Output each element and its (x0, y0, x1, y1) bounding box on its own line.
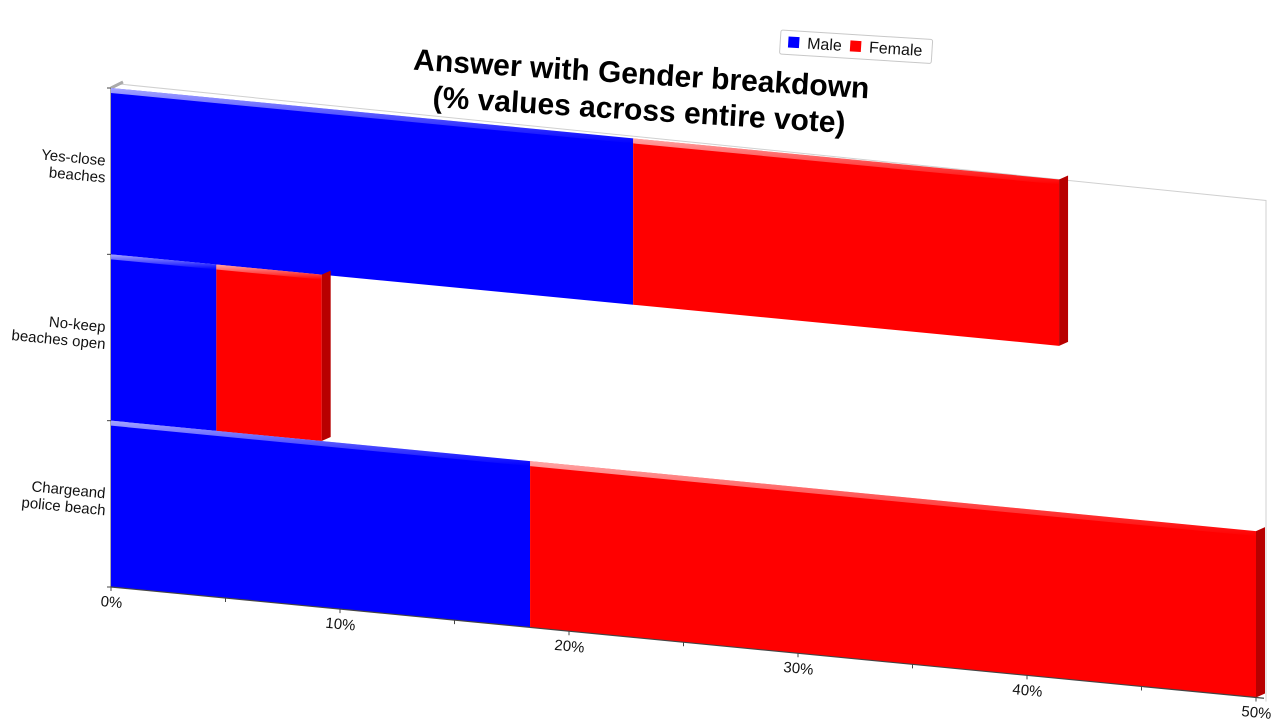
bar-female-0-highlight (633, 138, 1060, 185)
bar-male-1 (111, 254, 217, 431)
bar-female-0-end-face (1059, 175, 1069, 346)
x-axis-line (110, 586, 1265, 699)
bar-female-1 (216, 264, 322, 441)
plot-corner-edge (110, 80, 124, 90)
bars-group (111, 88, 1265, 698)
bar-female-1-end-face (321, 270, 331, 441)
plot-back-wall (118, 83, 1267, 702)
bar-male-2 (111, 420, 531, 628)
bar-male-1-highlight (111, 254, 217, 270)
legend: Male Female (779, 29, 934, 64)
y-category-label: Yes-close (40, 147, 106, 170)
y-category-label: beaches (48, 164, 106, 186)
x-tick-label: 50% (1241, 703, 1273, 720)
legend-swatch-female (849, 40, 862, 53)
x-tick-label: 20% (554, 637, 586, 657)
x-tick-label: 10% (325, 615, 357, 635)
legend-label-male: Male (807, 36, 843, 55)
bar-female-0 (633, 138, 1060, 346)
x-tick-label: 30% (783, 659, 815, 679)
y-category-label: No-keep (48, 314, 106, 336)
x-tick-label: 40% (1012, 681, 1044, 701)
legend-label-female: Female (869, 40, 923, 60)
bar-female-2-end-face (1256, 527, 1265, 698)
bar-female-1-highlight (216, 264, 322, 280)
bar-female-2-highlight (530, 461, 1256, 537)
bar-male-0 (111, 88, 634, 305)
x-tick-label: 0% (100, 593, 123, 612)
legend-swatch-male (787, 36, 800, 49)
bar-male-0-highlight (111, 88, 634, 144)
bar-female-2 (530, 461, 1256, 698)
bar-male-2-highlight (111, 420, 531, 467)
